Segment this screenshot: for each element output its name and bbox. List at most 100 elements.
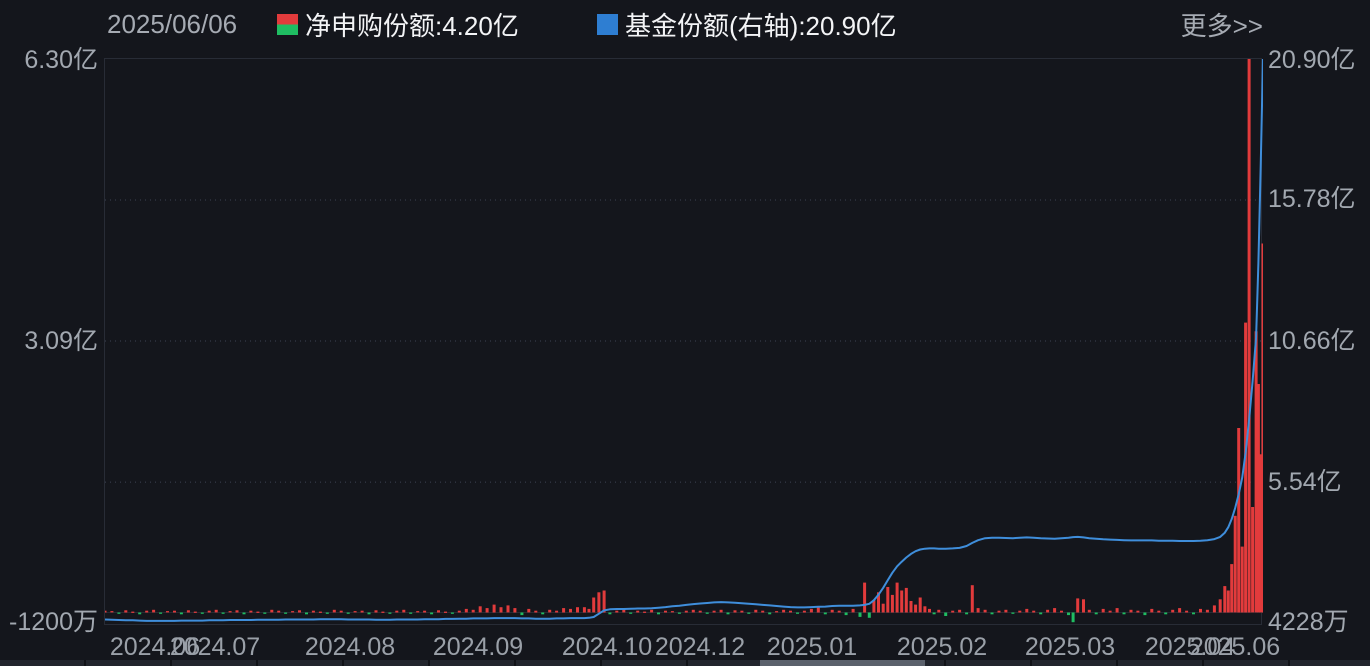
net-subscription-bar — [1205, 609, 1209, 613]
net-subscription-bar — [990, 612, 994, 615]
net-subscription-bar — [1218, 599, 1222, 613]
net-subscription-bar — [867, 612, 871, 618]
net-subscription-bar — [1233, 515, 1237, 613]
net-subscription-bar — [193, 611, 197, 613]
net-subscription-bar — [555, 610, 559, 613]
net-subscription-bar — [485, 608, 489, 613]
net-subscription-bar — [1150, 608, 1154, 613]
net-subscription-bar — [291, 611, 295, 613]
net-subscription-bar — [858, 612, 862, 617]
net-subscription-bar — [726, 612, 730, 615]
net-subscription-bar — [444, 611, 447, 613]
left-axis-tick-max: 6.30亿 — [24, 46, 98, 74]
net-subscription-bar — [492, 604, 496, 613]
net-subscription-bar — [1136, 610, 1140, 613]
left-axis-tick-mid: 3.09亿 — [24, 327, 98, 355]
net-subscription-bar — [450, 612, 454, 614]
net-subscription-bar — [124, 610, 128, 613]
net-subscription-bar — [173, 610, 176, 613]
net-subscription-bar — [761, 610, 765, 613]
net-subscription-bar — [782, 609, 786, 613]
net-subscription-bar — [1032, 610, 1036, 613]
net-subscription-bar — [582, 607, 586, 613]
x-axis-label: 2025.04 — [1144, 633, 1236, 661]
current-date-label: 2025/06/06 — [107, 8, 238, 39]
chart-scrollbar-thumb[interactable] — [760, 660, 925, 666]
net-subscription-bar — [1254, 331, 1258, 613]
net-subscription-bar — [1192, 612, 1195, 615]
net-subscription-bar — [1004, 609, 1008, 613]
net-subscription-bar — [740, 610, 744, 613]
net-subscription-bar — [643, 611, 647, 613]
net-subscription-bar — [499, 607, 503, 613]
legend-net-subscription-label: 净申购份额:4.20亿 — [305, 10, 519, 41]
net-subscription-bar — [179, 612, 183, 615]
net-subscription-bar — [951, 610, 955, 613]
net-subscription-bar — [569, 608, 572, 613]
chart-plot-area[interactable] — [104, 58, 1263, 626]
x-axis-label: 2025.02 — [896, 633, 988, 661]
net-subscription-bar — [914, 604, 918, 613]
net-subscription-bar — [159, 612, 163, 614]
net-subscription-bar — [332, 609, 336, 613]
net-subscription-bar — [388, 612, 392, 614]
blue-legend-swatch-icon — [597, 13, 618, 35]
net-subscription-bar — [235, 610, 239, 613]
net-subscription-bar — [110, 611, 114, 613]
right-axis-tick-3: 10.66亿 — [1268, 327, 1356, 355]
net-subscription-bar — [1244, 322, 1248, 613]
net-subscription-bar — [608, 612, 612, 615]
net-subscription-bar — [1060, 610, 1063, 613]
net-subscription-bar — [816, 607, 820, 613]
net-subscription-bar — [629, 612, 633, 614]
net-subscription-bar — [691, 609, 695, 613]
x-axis-label: 2024.12 — [654, 633, 746, 661]
net-subscription-bar — [138, 612, 142, 615]
net-subscription-bar — [890, 594, 894, 613]
legend-net-subscription[interactable]: 净申购份额:4.20亿 — [277, 8, 519, 41]
net-subscription-bar — [1011, 612, 1015, 614]
net-subscription-bar — [437, 610, 440, 613]
net-subscription-bar — [597, 592, 601, 613]
net-subscription-bar — [886, 587, 890, 613]
net-subscription-bar — [277, 610, 281, 613]
net-subscription-bar — [249, 610, 253, 613]
net-subscription-bar — [1025, 608, 1029, 613]
right-axis-tick-2: 15.78亿 — [1268, 185, 1356, 213]
net-subscription-bar — [1256, 384, 1260, 613]
net-subscription-bar — [1223, 586, 1227, 613]
net-subscription-bar — [970, 585, 974, 613]
net-subscription-bar — [1122, 612, 1126, 615]
net-subscription-bar — [1157, 610, 1161, 613]
net-subscription-bar — [909, 601, 913, 613]
net-subscription-bar — [615, 610, 619, 613]
net-subscription-bar — [1053, 608, 1057, 613]
net-subscription-bar — [395, 610, 399, 613]
net-subscription-bar — [664, 610, 667, 613]
net-subscription-bar — [284, 612, 288, 614]
net-subscription-bar — [997, 610, 1001, 613]
chart-scrollbar-track[interactable] — [0, 660, 1370, 666]
net-subscription-bar — [105, 610, 107, 613]
red-green-legend-swatch-icon — [277, 13, 298, 35]
net-subscription-bar — [1082, 599, 1085, 613]
net-subscription-bar — [733, 610, 737, 613]
net-subscription-bar — [904, 587, 908, 613]
net-subscription-bar — [712, 610, 716, 613]
net-subscription-bar — [166, 611, 169, 613]
more-link[interactable]: 更多>> — [1180, 10, 1263, 41]
net-subscription-bar — [789, 610, 792, 613]
net-subscription-bar — [548, 609, 552, 613]
net-subscription-bar — [802, 610, 806, 613]
fund-shares-line — [105, 59, 1263, 622]
net-subscription-bar — [1046, 609, 1050, 613]
chart-canvas[interactable] — [105, 59, 1263, 626]
legend-fund-shares[interactable]: 基金份额(右轴):20.90亿 — [597, 8, 897, 41]
net-subscription-bar — [1067, 612, 1070, 616]
net-subscription-bar — [1164, 612, 1168, 615]
net-subscription-bar — [928, 608, 931, 613]
net-subscription-bar — [200, 612, 204, 614]
net-subscription-bar — [958, 609, 962, 613]
net-subscription-bar — [541, 612, 545, 615]
